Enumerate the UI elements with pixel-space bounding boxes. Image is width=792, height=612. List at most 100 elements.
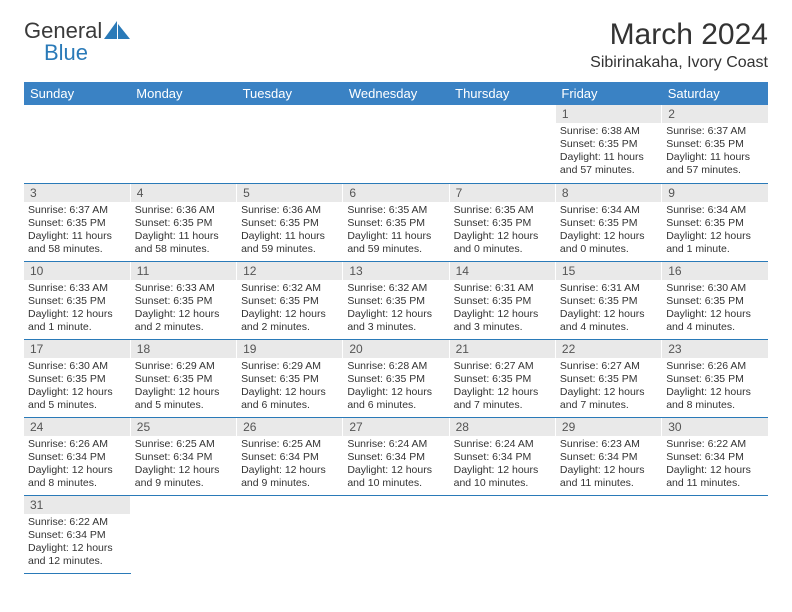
day-number: 14 bbox=[450, 262, 555, 280]
day-text: Sunrise: 6:27 AMSunset: 6:35 PMDaylight:… bbox=[454, 360, 551, 413]
day-text: Sunrise: 6:22 AMSunset: 6:34 PMDaylight:… bbox=[666, 438, 764, 491]
day-text: Sunrise: 6:34 AMSunset: 6:35 PMDaylight:… bbox=[666, 204, 764, 257]
day-number: 16 bbox=[662, 262, 768, 280]
calendar-empty-cell bbox=[343, 495, 449, 573]
day-text: Sunrise: 6:32 AMSunset: 6:35 PMDaylight:… bbox=[241, 282, 338, 335]
calendar-week-row: 17Sunrise: 6:30 AMSunset: 6:35 PMDayligh… bbox=[24, 339, 768, 417]
calendar-day-cell: 10 Sunrise: 6:33 AMSunset: 6:35 PMDayligh… bbox=[24, 261, 130, 339]
day-text: Sunrise: 6:33 AMSunset: 6:35 PMDaylight:… bbox=[28, 282, 126, 335]
day-number: 18 bbox=[131, 340, 236, 358]
day-number: 20 bbox=[343, 340, 448, 358]
day-text: Sunrise: 6:36 AMSunset: 6:35 PMDaylight:… bbox=[241, 204, 338, 257]
day-details: Sunrise: 6:33 AMSunset: 6:35 PMDaylight:… bbox=[131, 280, 236, 339]
day-text: Sunrise: 6:26 AMSunset: 6:34 PMDaylight:… bbox=[28, 438, 126, 491]
calendar-empty-cell bbox=[130, 105, 236, 183]
day-text: Sunrise: 6:26 AMSunset: 6:35 PMDaylight:… bbox=[666, 360, 764, 413]
day-text: Sunrise: 6:32 AMSunset: 6:35 PMDaylight:… bbox=[347, 282, 444, 335]
day-details: Sunrise: 6:27 AMSunset: 6:35 PMDaylight:… bbox=[556, 358, 661, 417]
day-text: Sunrise: 6:37 AMSunset: 6:35 PMDaylight:… bbox=[666, 125, 764, 178]
calendar-day-cell: 20 Sunrise: 6:28 AMSunset: 6:35 PMDayligh… bbox=[343, 339, 449, 417]
calendar-week-row: 31Sunrise: 6:22 AMSunset: 6:34 PMDayligh… bbox=[24, 495, 768, 573]
day-details: Sunrise: 6:33 AMSunset: 6:35 PMDaylight:… bbox=[24, 280, 130, 339]
calendar-day-cell: 27Sunrise: 6:24 AMSunset: 6:34 PMDayligh… bbox=[343, 417, 449, 495]
calendar-week-row: 10 Sunrise: 6:33 AMSunset: 6:35 PMDayligh… bbox=[24, 261, 768, 339]
calendar-day-cell: 13Sunrise: 6:32 AMSunset: 6:35 PMDayligh… bbox=[343, 261, 449, 339]
calendar-empty-cell bbox=[237, 105, 343, 183]
day-text: Sunrise: 6:35 AMSunset: 6:35 PMDaylight:… bbox=[347, 204, 444, 257]
day-details: Sunrise: 6:26 AMSunset: 6:34 PMDaylight:… bbox=[24, 436, 130, 495]
day-number: 6 bbox=[343, 184, 448, 202]
calendar-empty-cell bbox=[449, 105, 555, 183]
calendar-header-row: SundayMondayTuesdayWednesdayThursdayFrid… bbox=[24, 82, 768, 105]
day-number: 10 bbox=[24, 262, 130, 280]
calendar-day-cell: 7Sunrise: 6:35 AMSunset: 6:35 PMDaylight… bbox=[449, 183, 555, 261]
calendar-day-cell: 3Sunrise: 6:37 AMSunset: 6:35 PMDaylight… bbox=[24, 183, 130, 261]
day-number: 28 bbox=[450, 418, 555, 436]
day-text: Sunrise: 6:29 AMSunset: 6:35 PMDaylight:… bbox=[135, 360, 232, 413]
day-text: Sunrise: 6:24 AMSunset: 6:34 PMDaylight:… bbox=[347, 438, 444, 491]
calendar-day-cell: 9 Sunrise: 6:34 AMSunset: 6:35 PMDaylight… bbox=[662, 183, 768, 261]
calendar-empty-cell bbox=[237, 495, 343, 573]
day-details: Sunrise: 6:22 AMSunset: 6:34 PMDaylight:… bbox=[24, 514, 130, 573]
day-number: 25 bbox=[131, 418, 236, 436]
calendar-day-cell: 1 Sunrise: 6:38 AMSunset: 6:35 PMDaylight… bbox=[555, 105, 661, 183]
day-text: Sunrise: 6:30 AMSunset: 6:35 PMDaylight:… bbox=[666, 282, 764, 335]
calendar-day-cell: 2Sunrise: 6:37 AMSunset: 6:35 PMDaylight… bbox=[662, 105, 768, 183]
calendar-day-cell: 11 Sunrise: 6:33 AMSunset: 6:35 PMDayligh… bbox=[130, 261, 236, 339]
calendar-day-cell: 6 Sunrise: 6:35 AMSunset: 6:35 PMDaylight… bbox=[343, 183, 449, 261]
day-text: Sunrise: 6:30 AMSunset: 6:35 PMDaylight:… bbox=[28, 360, 126, 413]
empty-daynum bbox=[24, 105, 130, 123]
day-details: Sunrise: 6:34 AMSunset: 6:35 PMDaylight:… bbox=[556, 202, 661, 261]
header: General March 2024 Sibirinakaha, Ivory C… bbox=[24, 18, 768, 72]
day-number: 21 bbox=[450, 340, 555, 358]
calendar-day-cell: 5 Sunrise: 6:36 AMSunset: 6:35 PMDaylight… bbox=[237, 183, 343, 261]
day-text: Sunrise: 6:33 AMSunset: 6:35 PMDaylight:… bbox=[135, 282, 232, 335]
calendar-day-cell: 28 Sunrise: 6:24 AMSunset: 6:34 PMDayligh… bbox=[449, 417, 555, 495]
day-details: Sunrise: 6:30 AMSunset: 6:35 PMDaylight:… bbox=[24, 358, 130, 417]
day-number: 1 bbox=[556, 105, 661, 123]
day-number: 23 bbox=[662, 340, 768, 358]
day-text: Sunrise: 6:35 AMSunset: 6:35 PMDaylight:… bbox=[454, 204, 551, 257]
calendar-day-cell: 23 Sunrise: 6:26 AMSunset: 6:35 PMDayligh… bbox=[662, 339, 768, 417]
day-details: Sunrise: 6:37 AMSunset: 6:35 PMDaylight:… bbox=[662, 123, 768, 182]
day-text: Sunrise: 6:22 AMSunset: 6:34 PMDaylight:… bbox=[28, 516, 126, 569]
day-header: Sunday bbox=[24, 82, 130, 105]
day-text: Sunrise: 6:27 AMSunset: 6:35 PMDaylight:… bbox=[560, 360, 657, 413]
calendar-day-cell: 17Sunrise: 6:30 AMSunset: 6:35 PMDayligh… bbox=[24, 339, 130, 417]
calendar-day-cell: 18 Sunrise: 6:29 AMSunset: 6:35 PMDayligh… bbox=[130, 339, 236, 417]
calendar-day-cell: 24Sunrise: 6:26 AMSunset: 6:34 PMDayligh… bbox=[24, 417, 130, 495]
day-text: Sunrise: 6:31 AMSunset: 6:35 PMDaylight:… bbox=[454, 282, 551, 335]
day-details: Sunrise: 6:27 AMSunset: 6:35 PMDaylight:… bbox=[450, 358, 555, 417]
day-details: Sunrise: 6:24 AMSunset: 6:34 PMDaylight:… bbox=[450, 436, 555, 495]
day-details: Sunrise: 6:35 AMSunset: 6:35 PMDaylight:… bbox=[343, 202, 448, 261]
day-details: Sunrise: 6:30 AMSunset: 6:35 PMDaylight:… bbox=[662, 280, 768, 339]
day-text: Sunrise: 6:28 AMSunset: 6:35 PMDaylight:… bbox=[347, 360, 444, 413]
day-number: 30 bbox=[662, 418, 768, 436]
day-text: Sunrise: 6:31 AMSunset: 6:35 PMDaylight:… bbox=[560, 282, 657, 335]
day-text: Sunrise: 6:37 AMSunset: 6:35 PMDaylight:… bbox=[28, 204, 126, 257]
calendar-week-row: 3Sunrise: 6:37 AMSunset: 6:35 PMDaylight… bbox=[24, 183, 768, 261]
day-number: 26 bbox=[237, 418, 342, 436]
day-details: Sunrise: 6:32 AMSunset: 6:35 PMDaylight:… bbox=[343, 280, 448, 339]
day-number: 5 bbox=[237, 184, 342, 202]
day-number: 29 bbox=[556, 418, 661, 436]
calendar-table: SundayMondayTuesdayWednesdayThursdayFrid… bbox=[24, 82, 768, 574]
empty-daynum bbox=[131, 105, 236, 123]
day-header: Monday bbox=[130, 82, 236, 105]
empty-daynum bbox=[237, 105, 342, 123]
day-number: 9 bbox=[662, 184, 768, 202]
day-text: Sunrise: 6:34 AMSunset: 6:35 PMDaylight:… bbox=[560, 204, 657, 257]
calendar-day-cell: 29Sunrise: 6:23 AMSunset: 6:34 PMDayligh… bbox=[555, 417, 661, 495]
day-text: Sunrise: 6:24 AMSunset: 6:34 PMDaylight:… bbox=[454, 438, 551, 491]
calendar-day-cell: 31Sunrise: 6:22 AMSunset: 6:34 PMDayligh… bbox=[24, 495, 130, 573]
day-text: Sunrise: 6:38 AMSunset: 6:35 PMDaylight:… bbox=[560, 125, 657, 178]
calendar-day-cell: 14 Sunrise: 6:31 AMSunset: 6:35 PMDayligh… bbox=[449, 261, 555, 339]
day-number: 19 bbox=[237, 340, 342, 358]
calendar-empty-cell bbox=[130, 495, 236, 573]
day-details: Sunrise: 6:34 AMSunset: 6:35 PMDaylight:… bbox=[662, 202, 768, 261]
day-number: 11 bbox=[131, 262, 236, 280]
day-details: Sunrise: 6:36 AMSunset: 6:35 PMDaylight:… bbox=[131, 202, 236, 261]
day-details: Sunrise: 6:32 AMSunset: 6:35 PMDaylight:… bbox=[237, 280, 342, 339]
brand-part2: Blue bbox=[44, 40, 88, 66]
day-number: 4 bbox=[131, 184, 236, 202]
